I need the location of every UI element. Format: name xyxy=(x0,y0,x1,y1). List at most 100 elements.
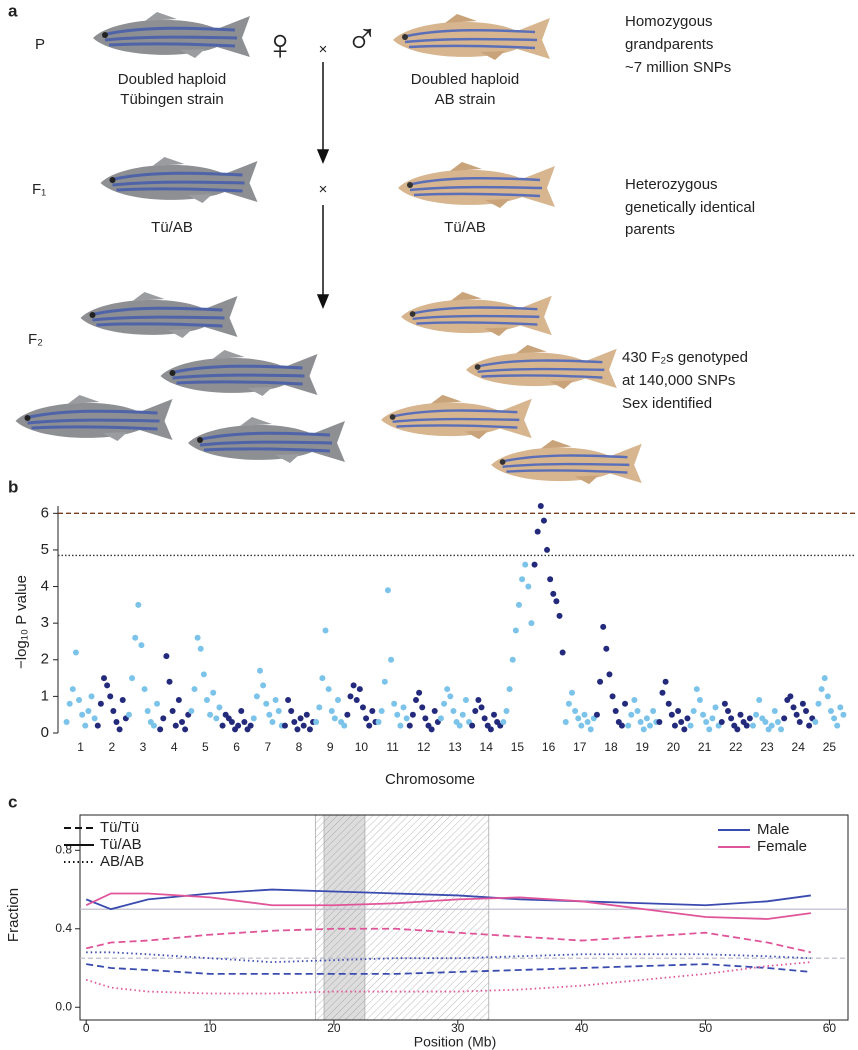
point xyxy=(300,722,307,729)
point xyxy=(281,722,288,729)
fish xyxy=(91,10,252,60)
x-tick-label: 60 xyxy=(823,1021,837,1035)
point xyxy=(459,711,466,718)
point xyxy=(512,627,519,634)
point xyxy=(207,711,214,718)
point xyxy=(584,719,591,726)
series-line xyxy=(85,961,811,995)
panel-label: b xyxy=(8,477,18,496)
point xyxy=(129,675,136,682)
point xyxy=(774,719,781,726)
point xyxy=(622,700,629,707)
point xyxy=(416,689,423,696)
point xyxy=(840,711,847,718)
fish xyxy=(379,393,534,441)
plot-frame xyxy=(79,814,849,1021)
generation-label: P xyxy=(35,36,45,53)
point xyxy=(693,686,700,693)
strain-label: Tü/AB xyxy=(151,219,193,236)
point xyxy=(771,708,778,715)
point xyxy=(687,722,694,729)
point xyxy=(834,722,841,729)
point xyxy=(515,601,522,608)
point xyxy=(678,719,685,726)
legend-label: Female xyxy=(757,838,807,855)
y-tick-label: 0.4 xyxy=(55,921,72,935)
x-tick-label: 5 xyxy=(202,740,209,754)
point xyxy=(550,590,557,597)
y-tick-label: 5 xyxy=(41,541,49,558)
fish xyxy=(399,290,554,338)
x-tick-label: 7 xyxy=(264,740,271,754)
strain-label: Tübingen strain xyxy=(120,91,223,108)
x-tick-label: 8 xyxy=(296,740,303,754)
point xyxy=(643,715,650,722)
point xyxy=(703,719,710,726)
point xyxy=(578,722,585,729)
point xyxy=(125,711,132,718)
point xyxy=(216,704,223,711)
point xyxy=(175,697,182,704)
x-tick-label: 13 xyxy=(448,740,462,754)
point xyxy=(522,561,529,568)
x-tick-label: 20 xyxy=(667,740,681,754)
point xyxy=(749,722,756,729)
point xyxy=(500,719,507,726)
point xyxy=(306,726,313,733)
x-tick-label: 10 xyxy=(355,740,369,754)
fish xyxy=(464,343,619,391)
point xyxy=(469,722,476,729)
point xyxy=(347,693,354,700)
point xyxy=(76,697,83,704)
point xyxy=(528,620,535,627)
point xyxy=(506,686,513,693)
point xyxy=(166,678,173,685)
point xyxy=(297,715,304,722)
point xyxy=(815,700,822,707)
point xyxy=(556,612,563,619)
point xyxy=(824,693,831,700)
note: at 140,000 SNPs xyxy=(622,372,735,389)
point xyxy=(172,722,179,729)
point xyxy=(640,726,647,733)
point xyxy=(160,715,167,722)
x-tick-label: 18 xyxy=(604,740,618,754)
fish xyxy=(391,12,552,62)
point xyxy=(827,708,834,715)
point xyxy=(665,700,672,707)
y-tick-label: 4 xyxy=(41,578,49,595)
point xyxy=(194,634,201,641)
point xyxy=(491,711,497,718)
point xyxy=(803,708,809,715)
note: Homozygous xyxy=(625,13,713,30)
point xyxy=(531,561,538,568)
point xyxy=(97,700,104,707)
series-line xyxy=(85,888,811,911)
point xyxy=(104,682,111,689)
point xyxy=(82,722,89,729)
point xyxy=(575,715,582,722)
point xyxy=(138,642,145,649)
point xyxy=(119,697,126,704)
point xyxy=(625,722,632,729)
point xyxy=(572,708,579,715)
point xyxy=(756,697,763,704)
point xyxy=(778,726,785,733)
legend-label: AB/AB xyxy=(100,853,144,870)
x-tick-label: 3 xyxy=(140,740,147,754)
point xyxy=(793,711,800,718)
point xyxy=(150,722,157,729)
y-tick-label: 6 xyxy=(41,504,49,521)
y-axis-label: −log₁₀ P value xyxy=(13,575,30,669)
point xyxy=(182,726,189,733)
x-tick-label: 2 xyxy=(108,740,115,754)
strain-label: Doubled haploid xyxy=(118,71,226,88)
point xyxy=(85,708,92,715)
x-tick-label: 12 xyxy=(417,740,431,754)
fish xyxy=(186,415,347,465)
point xyxy=(787,693,794,700)
point xyxy=(110,708,117,715)
point xyxy=(796,719,803,726)
point xyxy=(266,711,273,718)
point xyxy=(447,693,454,700)
